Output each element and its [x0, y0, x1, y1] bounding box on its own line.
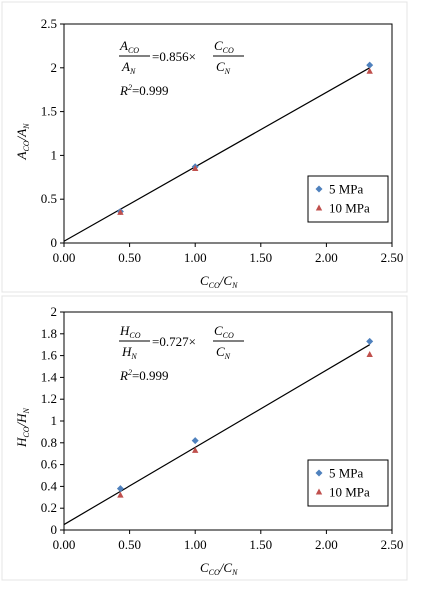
data-point-10mpa	[366, 351, 373, 358]
data-point-10mpa	[117, 208, 124, 215]
y-tick-label: 1.2	[41, 391, 57, 406]
x-axis-label: CCO/CN	[200, 273, 238, 290]
x-tick-label: 0.00	[53, 250, 76, 265]
x-tick-label: 0.00	[53, 537, 76, 552]
data-point-5mpa	[366, 337, 374, 345]
chart-panel-1: 0 0.5 1 1.5 2 2.5 0.00 0.50 1.00 1.50 2.00 2.50 CCO/…	[1, 1, 408, 293]
x-tick-label: 2.50	[381, 250, 404, 265]
eq-rhs-denominator: CN	[216, 59, 231, 76]
y-tick-label: 1.4	[41, 369, 58, 384]
legend-marker-5mpa	[315, 185, 323, 193]
data-point-5mpa	[191, 437, 199, 445]
legend-box	[307, 459, 389, 507]
x-tick-label: 2.00	[315, 537, 338, 552]
panel-frame	[1, 1, 408, 293]
fit-equation: ACO AN =0.856× CCO CN	[119, 38, 244, 76]
eq-rhs-numerator: CCO	[214, 38, 234, 55]
legend-label: 10 MPa	[329, 485, 370, 500]
x-tick-label: 1.00	[184, 250, 207, 265]
x-tick-label: 2.50	[381, 537, 404, 552]
y-tick-label: 0.8	[41, 435, 57, 450]
legend: 5 MPa 10 MPa	[307, 459, 389, 507]
y-tick-label: 1.6	[41, 348, 58, 363]
y-axis-label: HCO/HN	[14, 407, 31, 448]
data-point-10mpa	[192, 165, 199, 172]
eq-coefficient: =0.727×	[152, 334, 196, 349]
chart-panel-2: 0 0.2 0.4 0.6 0.8 1 1.2 1.4 1.6 1.8 2 0.00 0.50 1.00 1…	[1, 295, 408, 581]
eq-lhs-denominator: AN	[121, 59, 136, 76]
x-tick-label: 0.50	[118, 250, 141, 265]
legend-label: 5 MPa	[329, 466, 364, 481]
legend-marker-5mpa	[315, 469, 323, 477]
legend-marker-10mpa	[315, 488, 323, 495]
r-squared: R2=0.999	[119, 368, 169, 383]
data-point-5mpa	[116, 485, 124, 493]
legend: 5 MPa 10 MPa	[307, 175, 389, 223]
legend-marker-10mpa	[315, 204, 323, 211]
y-tick-label: 2.5	[41, 16, 57, 31]
legend-label: 5 MPa	[329, 182, 364, 197]
y-tick-label: 2	[51, 304, 58, 319]
y-tick-label: 1.5	[41, 104, 57, 119]
data-point-5mpa	[366, 61, 374, 69]
eq-lhs-numerator: ACO	[119, 38, 139, 55]
y-tick-label: 0	[51, 522, 58, 537]
x-tick-label: 1.50	[249, 250, 272, 265]
eq-lhs-numerator: HCO	[119, 323, 141, 340]
plot-area	[63, 23, 393, 244]
x-tick-label: 0.50	[118, 537, 141, 552]
fit-line	[63, 344, 371, 526]
r-squared: R2=0.999	[119, 83, 169, 98]
eq-rhs-numerator: CCO	[214, 323, 234, 340]
y-tick-label: 1.8	[41, 326, 57, 341]
y-tick-label: 0.2	[41, 500, 57, 515]
data-point-10mpa	[192, 446, 199, 453]
y-axis-label: ACO/AN	[14, 123, 31, 161]
y-tick-label: 2	[51, 60, 58, 75]
x-tick-label: 1.00	[184, 537, 207, 552]
x-axis-label: CCO/CN	[200, 560, 238, 577]
y-tick-label: 0.6	[41, 457, 58, 472]
fit-line	[63, 67, 370, 242]
y-tick-label: 0.4	[41, 478, 58, 493]
panel-frame	[1, 295, 408, 581]
data-point-10mpa	[117, 491, 124, 498]
x-tick-label: 1.50	[249, 537, 272, 552]
fit-equation: HCO HN =0.727× CCO CN	[119, 323, 244, 361]
y-tick-label: 1	[51, 413, 58, 428]
y-tick-label: 0.5	[41, 191, 57, 206]
eq-coefficient: =0.856×	[152, 49, 196, 64]
eq-rhs-denominator: CN	[216, 344, 231, 361]
legend-box	[307, 175, 389, 223]
data-point-10mpa	[366, 67, 373, 74]
legend-label: 10 MPa	[329, 201, 370, 216]
y-tick-label: 0	[51, 235, 58, 250]
x-tick-label: 2.00	[315, 250, 338, 265]
eq-lhs-denominator: HN	[121, 344, 137, 361]
y-tick-label: 1	[51, 147, 58, 162]
